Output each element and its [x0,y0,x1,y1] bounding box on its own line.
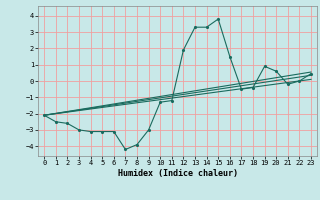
X-axis label: Humidex (Indice chaleur): Humidex (Indice chaleur) [118,169,238,178]
